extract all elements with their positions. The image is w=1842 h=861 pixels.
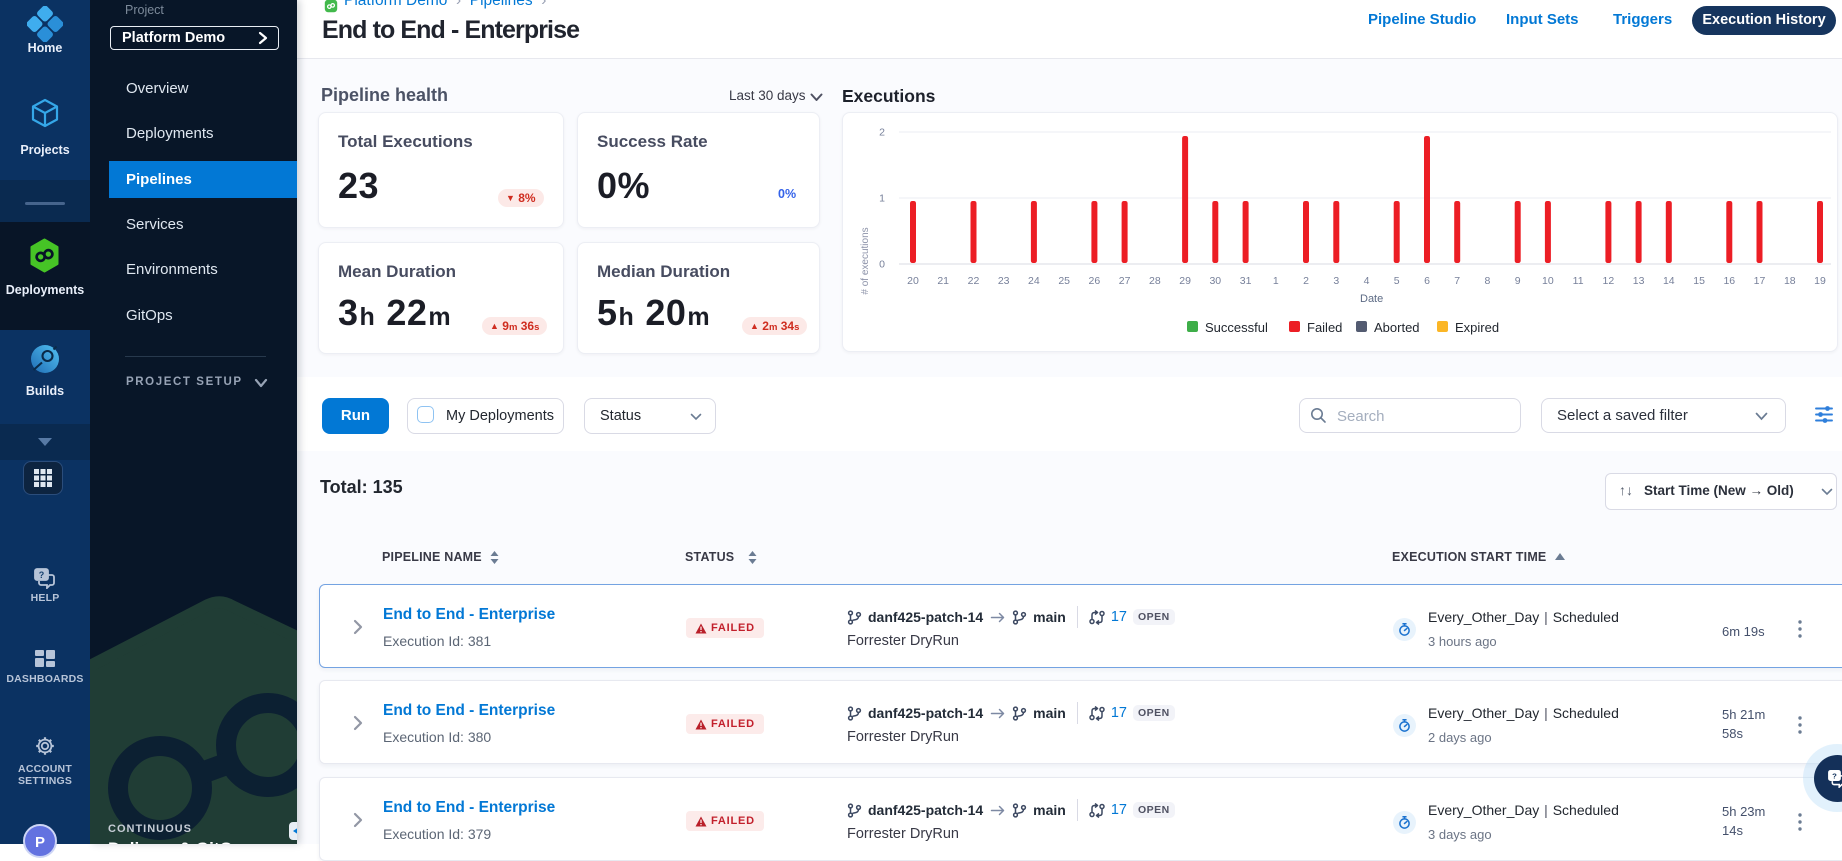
svg-text:2: 2 <box>879 127 885 139</box>
svg-text:28: 28 <box>1149 275 1161 287</box>
svg-text:12: 12 <box>1603 275 1615 287</box>
svg-text:18: 18 <box>1784 275 1796 287</box>
svg-text:1: 1 <box>879 193 885 205</box>
svg-text:30: 30 <box>1209 275 1221 287</box>
svg-text:23: 23 <box>998 275 1010 287</box>
svg-text:2: 2 <box>1303 275 1309 287</box>
svg-text:4: 4 <box>1364 275 1370 287</box>
svg-text:17: 17 <box>1754 275 1766 287</box>
svg-text:31: 31 <box>1240 275 1252 287</box>
svg-text:10: 10 <box>1542 275 1554 287</box>
svg-text:14: 14 <box>1663 275 1675 287</box>
svg-text:11: 11 <box>1573 275 1584 287</box>
svg-text:26: 26 <box>1089 275 1101 287</box>
svg-text:29: 29 <box>1179 275 1191 287</box>
svg-text:7: 7 <box>1454 275 1460 287</box>
svg-text:?: ? <box>39 570 45 580</box>
svg-text:?: ? <box>1832 772 1837 781</box>
svg-text:21: 21 <box>937 275 949 287</box>
svg-text:3: 3 <box>1333 275 1339 287</box>
svg-text:16: 16 <box>1723 275 1735 287</box>
svg-text:25: 25 <box>1058 275 1070 287</box>
svg-text:1: 1 <box>1273 275 1279 287</box>
svg-text:5: 5 <box>1394 275 1400 287</box>
svg-text:22: 22 <box>968 275 980 287</box>
svg-text:15: 15 <box>1693 275 1705 287</box>
svg-text:9: 9 <box>1515 275 1521 287</box>
svg-text:0: 0 <box>879 259 885 271</box>
svg-text:13: 13 <box>1633 275 1645 287</box>
svg-text:8: 8 <box>1484 275 1490 287</box>
svg-text:27: 27 <box>1119 275 1131 287</box>
svg-text:24: 24 <box>1028 275 1040 287</box>
svg-text:19: 19 <box>1814 275 1826 287</box>
svg-text:20: 20 <box>907 275 919 287</box>
svg-text:6: 6 <box>1424 275 1430 287</box>
